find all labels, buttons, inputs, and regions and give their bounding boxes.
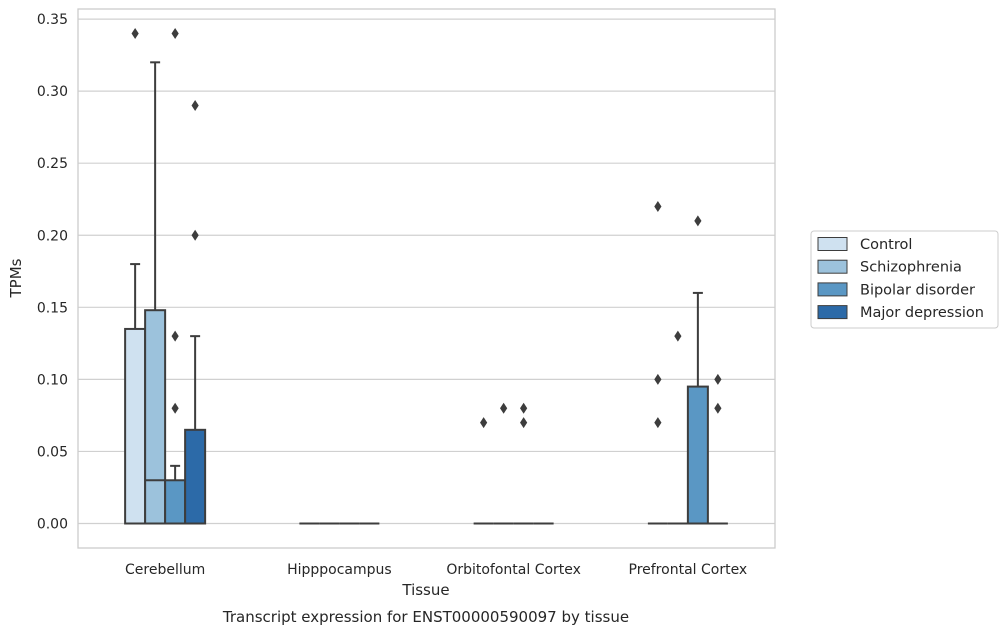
- legend-swatch: [817, 282, 848, 297]
- y-tick-label: 0.10: [37, 372, 68, 388]
- y-tick-label: 0.15: [37, 300, 68, 316]
- box-group: [667, 330, 688, 525]
- outlier-point: [694, 215, 702, 227]
- box: [164, 479, 187, 525]
- outlier-point: [654, 417, 662, 429]
- outlier-point: [654, 200, 662, 212]
- legend: Control Schizophrenia Bipolar disorder Majo…: [810, 230, 999, 329]
- box: [144, 309, 167, 525]
- x-tick-labels: Cerebellum Hipppocampus Orbitofontal Corte…: [125, 562, 747, 578]
- box: [184, 428, 207, 525]
- legend-frame: [810, 230, 999, 329]
- outlier-point: [171, 330, 179, 342]
- x-tick-label: Hipppocampus: [287, 562, 392, 578]
- box-group: [144, 61, 167, 525]
- outlier-point: [714, 402, 722, 414]
- outlier-point: [674, 330, 682, 342]
- box-group: [647, 200, 668, 525]
- legend-swatch: [817, 237, 848, 251]
- box-group: [707, 373, 728, 525]
- x-tick-label: Cerebellum: [125, 562, 205, 578]
- plot-frame: [77, 8, 776, 549]
- box-group: [473, 417, 494, 525]
- y-tick-label: 0.30: [37, 84, 68, 100]
- box: [686, 385, 709, 525]
- outlier-point: [500, 402, 508, 414]
- legend-swatch: [817, 305, 848, 320]
- y-tick-label: 0.25: [37, 156, 68, 172]
- y-tick-label: 0.20: [37, 228, 68, 244]
- outlier-point: [714, 373, 722, 385]
- x-tick-label: Orbitofontal Cortex: [446, 562, 581, 578]
- chart-title: Transcript expression for ENST0000059009…: [222, 608, 629, 626]
- y-tick-labels: 0.00 0.05 0.10 0.15 0.20 0.25 0.30 0.35: [37, 12, 68, 532]
- outlier-point: [520, 402, 528, 414]
- y-tick-label: 0.00: [37, 517, 68, 533]
- x-axis-label: Tissue: [401, 581, 449, 599]
- outlier-point: [654, 373, 662, 385]
- box-group: [686, 215, 709, 525]
- outlier-point: [191, 229, 199, 241]
- outlier-point: [131, 28, 139, 39]
- outlier-point: [480, 417, 488, 429]
- box-group: [164, 28, 187, 525]
- y-tick-label: 0.05: [37, 444, 68, 460]
- y-tick-label: 0.35: [37, 12, 68, 28]
- y-axis-label: TPMs: [7, 258, 25, 298]
- boxes: [124, 28, 728, 525]
- box-group: [184, 100, 207, 525]
- plot-area: [78, 9, 775, 548]
- outlier-point: [191, 100, 199, 112]
- x-tick-label: Prefrontal Cortex: [629, 562, 748, 578]
- legend-label: Schizophrenia: [860, 260, 962, 276]
- legend-label: Bipolar disorder: [860, 282, 975, 298]
- outlier-point: [171, 28, 179, 39]
- box: [124, 327, 147, 525]
- legend-swatch: [817, 259, 848, 274]
- box-group: [493, 402, 514, 525]
- outlier-point: [520, 417, 528, 429]
- legend-label: Major depression: [860, 305, 984, 321]
- legend-label: Control: [860, 237, 912, 253]
- box-group: [124, 28, 147, 525]
- outlier-point: [171, 402, 179, 414]
- box-group: [513, 402, 534, 525]
